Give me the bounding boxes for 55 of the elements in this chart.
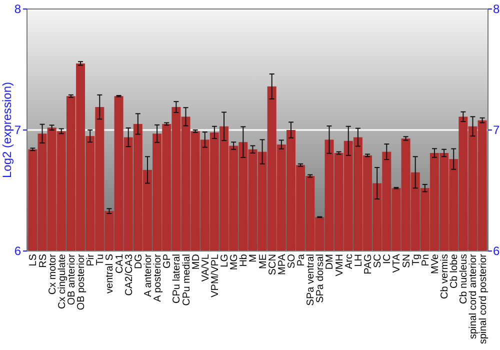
x-tick-label: MVe — [430, 254, 441, 274]
x-tick-label: SC — [372, 254, 384, 268]
x-tick-label: Pa — [296, 254, 308, 266]
x-tick-label: SN — [401, 254, 412, 268]
x-tick-label: SO — [286, 254, 298, 268]
x-tick-label: A anterior — [142, 253, 154, 297]
x-tick-label: Cb nucleus — [458, 254, 470, 304]
x-tick-label: OB anterior — [66, 253, 78, 306]
x-tick-label: ME — [258, 254, 269, 269]
x-tick-label: DG — [133, 254, 144, 269]
y-tick-label: 6 — [14, 244, 22, 258]
x-tick-label: SPa dorsal — [315, 254, 326, 303]
x-tick-label: ventral S — [104, 254, 116, 294]
x-tick-label: CPu lateral — [172, 254, 183, 304]
x-tick-label: spinal cord posterior — [478, 253, 489, 344]
x-tick-label: LH — [353, 254, 364, 267]
x-tick-label: IC — [382, 254, 394, 264]
x-tick-label: LG — [220, 254, 231, 268]
x-tick-label: PAG — [363, 254, 374, 274]
x-tick-label: Tu — [95, 254, 106, 266]
x-tick-label: Pir — [86, 253, 97, 266]
x-tick-label: spinal cord anterior — [468, 253, 480, 340]
x-tick-label: M — [248, 254, 260, 262]
x-tick-label: MPA — [276, 254, 288, 275]
y2-tick-label: 7 — [493, 123, 500, 138]
x-tick-label: GP — [162, 254, 174, 268]
x-tick-label: DM — [324, 254, 336, 270]
x-tick-label: CA2/CA3 — [124, 254, 135, 296]
y2-tick-label: 8 — [493, 2, 500, 16]
y-tick-label: 7 — [14, 123, 22, 138]
x-tick-label: Cb vermis — [440, 254, 451, 300]
x-tick-label: Cx motor — [47, 253, 58, 295]
x-tick-label: Hb — [238, 254, 250, 267]
x-tick-label: Cb lobe — [449, 254, 460, 288]
x-tick-label: Tg — [410, 254, 422, 266]
x-tick-label: MG — [229, 254, 240, 270]
x-tick-label: OB posterior — [76, 253, 88, 310]
y-tick-label: 8 — [14, 2, 22, 16]
x-tick-label: VTA — [392, 254, 403, 273]
x-tick-label: CA1 — [114, 254, 126, 274]
x-tick-label: A posterior — [152, 253, 164, 302]
y-axis-title: Log2 (expression) — [0, 82, 14, 178]
x-tick-label: SPa ventral — [306, 254, 317, 306]
x-tick-label: VA/VL — [200, 254, 212, 282]
x-tick-label: Arc — [344, 254, 355, 269]
x-tick-label: VPM/VPL — [210, 254, 221, 298]
x-tick-label: RS — [38, 254, 49, 268]
x-tick-label: LS — [28, 254, 40, 266]
x-tick-label: CPu medial — [181, 254, 192, 306]
x-tick-label: Cx cingulate — [56, 254, 68, 310]
x-tick-label: VMH — [334, 254, 346, 276]
x-tick-label: MD — [190, 254, 202, 270]
x-tick-label: Pn — [420, 254, 432, 266]
y2-tick-label: 6 — [493, 244, 500, 258]
x-tick-label: SCN — [267, 254, 278, 276]
